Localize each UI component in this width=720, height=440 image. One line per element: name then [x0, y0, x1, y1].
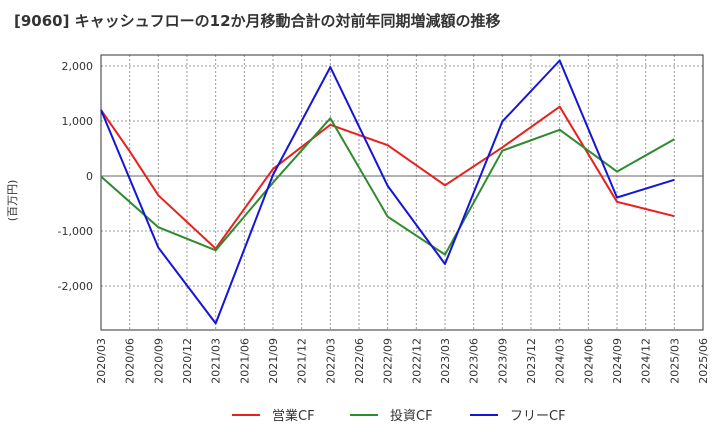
x-tick-label: 2023/12	[525, 338, 538, 384]
y-tick-label: -2,000	[58, 280, 93, 293]
x-tick-label: 2022/03	[324, 338, 337, 384]
series-line-2	[100, 117, 675, 256]
x-tick-label: 2023/09	[496, 338, 509, 384]
series-layer	[100, 59, 675, 325]
y-tick-label: 0	[86, 170, 93, 183]
x-tick-label: 2020/03	[95, 338, 108, 384]
x-tick-label: 2021/09	[267, 338, 280, 384]
x-tick-label: 2024/06	[582, 338, 595, 384]
series-line-1	[100, 105, 675, 250]
y-axis-label: (百万円)	[6, 180, 19, 222]
plot-frame	[100, 54, 704, 331]
x-tick-label: 2023/06	[468, 338, 481, 384]
x-tick-label: 2021/12	[296, 338, 309, 384]
x-tick-label: 2025/03	[668, 338, 681, 384]
legend-label: フリーCF	[510, 409, 566, 424]
legend-label: 投資CF	[390, 408, 433, 424]
x-tick-label: 2020/12	[181, 338, 194, 384]
legend-label: 営業CF	[272, 408, 315, 424]
x-tick-label: 2025/06	[697, 338, 710, 384]
x-tick-label: 2023/03	[439, 338, 452, 384]
x-tick-label: 2024/09	[611, 338, 624, 384]
x-tick-label: 2020/09	[152, 338, 165, 384]
x-tick-label: 2021/03	[210, 338, 223, 384]
x-tick-labels: 2020/03 2020/06 2020/09 2020/12 2021/03 2021/…	[95, 338, 710, 384]
x-tick-label: 2024/03	[554, 338, 567, 384]
y-tick-label: 1,000	[62, 115, 94, 128]
x-tick-label: 2024/12	[640, 338, 653, 384]
series-line-3	[100, 59, 675, 325]
grid-layer	[100, 55, 704, 330]
x-tick-label: 2021/06	[238, 338, 251, 384]
y-tick-label: 2,000	[62, 60, 94, 73]
x-tick-label: 2022/09	[382, 338, 395, 384]
x-tick-label: 2020/06	[124, 338, 137, 384]
legend: 営業CF 投資CF フリーCF	[232, 408, 566, 424]
chart-title: [9060] キャッシュフローの12か月移動合計の対前年同期増減額の推移	[14, 12, 501, 30]
y-tick-labels: 2,000 1,000 0 -1,000 -2,000	[58, 60, 93, 293]
y-tick-label: -1,000	[58, 225, 93, 238]
x-tick-label: 2022/06	[353, 338, 366, 384]
x-tick-label: 2022/12	[410, 338, 423, 384]
